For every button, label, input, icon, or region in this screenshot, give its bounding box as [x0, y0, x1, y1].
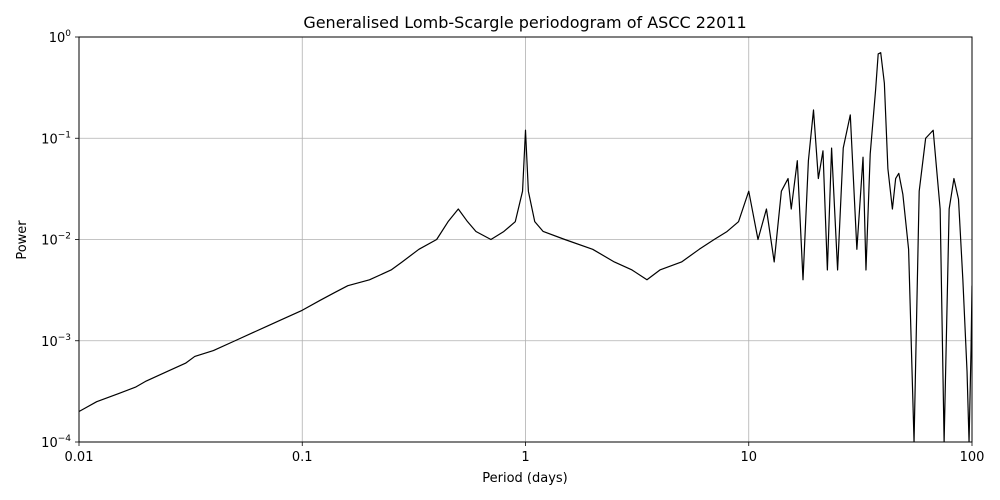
y-tick-exponent: −1 [58, 130, 71, 140]
y-tick-label: 10−3 [41, 333, 71, 350]
y-tick-label: 10−4 [41, 434, 71, 451]
x-axis: 0.01 0.1 1 10 100 [65, 442, 985, 465]
y-tick-base: 10 [41, 335, 58, 350]
y-tick-base: 10 [49, 31, 66, 46]
y-tick-exponent: −2 [58, 232, 71, 242]
y-tick-base: 10 [41, 234, 58, 249]
plot-area [79, 52, 972, 442]
y-tick-label: 100 [49, 29, 72, 46]
x-tick-label: 100 [960, 450, 985, 465]
y-tick-exponent: 0 [65, 29, 71, 39]
chart-title: Generalised Lomb-Scargle periodogram of … [303, 13, 746, 32]
x-tick-label: 10 [740, 450, 757, 465]
x-tick-label: 0.1 [292, 450, 313, 465]
y-axis-label: Power [15, 220, 30, 260]
y-tick-exponent: −4 [58, 434, 72, 444]
y-tick-base: 10 [41, 436, 58, 451]
grid [78, 36, 973, 443]
y-tick-base: 10 [41, 132, 58, 147]
y-tick-label: 10−1 [41, 130, 71, 147]
x-tick-label: 1 [521, 450, 529, 465]
y-tick-label: 10−2 [41, 232, 71, 249]
y-tick-exponent: −3 [58, 333, 71, 343]
periodogram-line [79, 52, 972, 442]
x-tick-label: 0.01 [65, 450, 94, 465]
x-axis-label: Period (days) [482, 471, 568, 486]
